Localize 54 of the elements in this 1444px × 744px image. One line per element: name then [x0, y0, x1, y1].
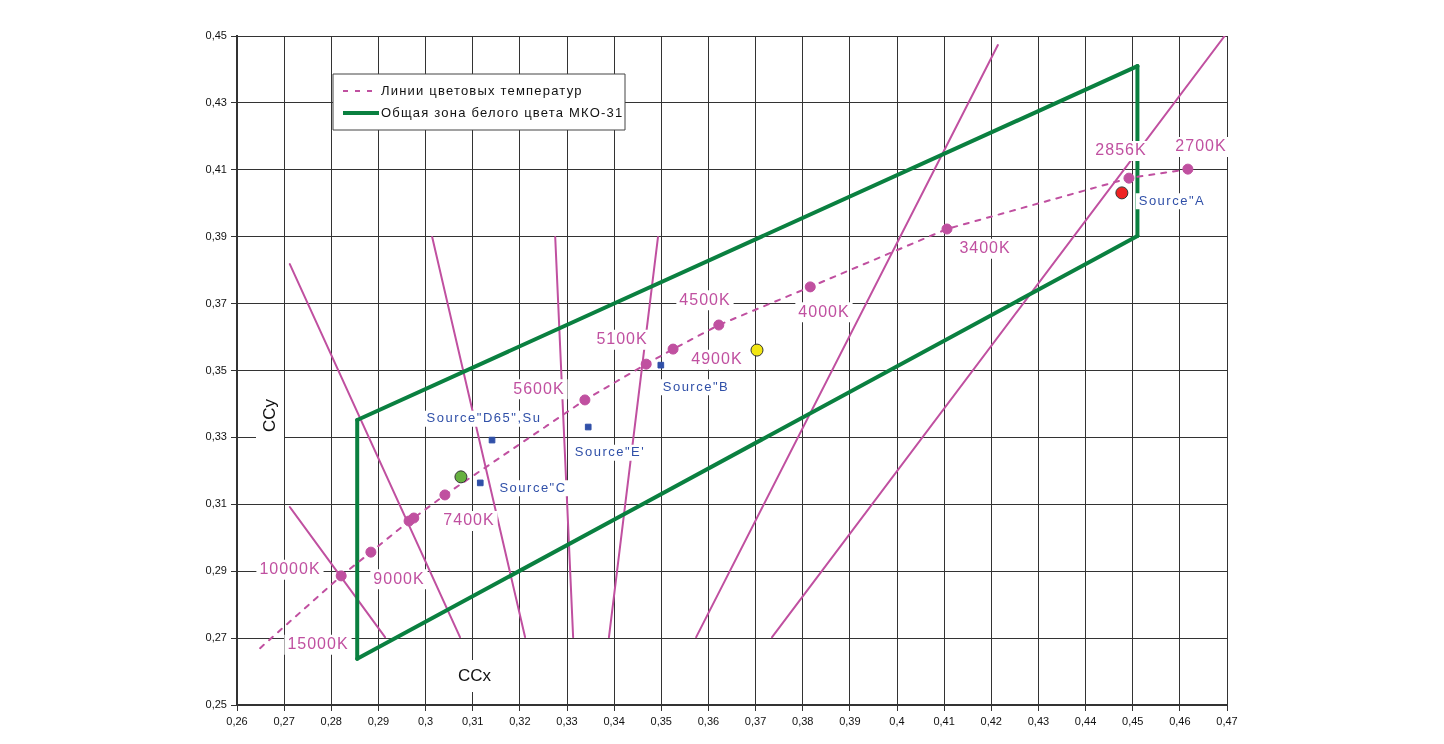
x-tick-label: 0,33	[556, 714, 578, 727]
annotation: 2700K	[1175, 137, 1227, 155]
x-tick-label: 0,38	[792, 714, 814, 727]
y-tick-label: 0,33	[205, 430, 227, 443]
legend-label: Общая зона белого цвета МКО-31	[381, 104, 624, 120]
annotation: Source"E'	[574, 444, 646, 460]
x-tick-label: 0,47	[1216, 714, 1238, 727]
x-tick-label: 0,39	[839, 714, 861, 727]
y-tick-label: 0,35	[205, 363, 227, 376]
y-axis-title: CCy	[259, 398, 279, 433]
x-tick-label: 0,45	[1122, 714, 1144, 727]
annotation: 5600K	[513, 379, 565, 397]
x-tick-label: 0,29	[367, 714, 390, 727]
x-tick-label: 0,46	[1169, 714, 1191, 727]
annotation: Source"D65",Su	[426, 410, 542, 426]
y-tick-label: 0,29	[205, 564, 227, 577]
annotation: Source"B	[662, 378, 730, 394]
annotation: Source"C	[499, 479, 567, 495]
y-tick-label: 0,31	[205, 497, 227, 510]
y-tick-label: 0,43	[205, 95, 227, 108]
x-tick-label: 0,43	[1027, 714, 1050, 727]
y-tick-label: 0,39	[205, 229, 227, 242]
x-tick-label: 0,32	[509, 714, 531, 727]
annotation: 5100K	[596, 330, 648, 348]
annotation: Source"A	[1138, 192, 1206, 208]
y-tick-label: 0,45	[205, 29, 227, 42]
x-tick-label: 0,3	[417, 714, 434, 727]
x-tick-label: 0,28	[320, 714, 342, 727]
x-tick-label: 0,37	[744, 714, 767, 727]
x-tick-label: 0,35	[650, 714, 672, 727]
y-tick-label: 0,41	[205, 162, 227, 175]
x-tick-label: 0,42	[980, 714, 1002, 727]
annotation: 10000K	[259, 560, 321, 578]
annotation: 15000K	[287, 635, 349, 653]
x-tick-label: 0,27	[273, 714, 295, 727]
x-tick-label: 0,36	[697, 714, 720, 727]
annotation: 4000K	[798, 302, 850, 320]
y-tick-label: 0,25	[205, 698, 227, 711]
x-axis-title: CCx	[458, 665, 492, 685]
annotation: 9000K	[373, 569, 425, 587]
y-tick-label: 0,27	[205, 631, 227, 644]
annotation: 4500K	[679, 290, 731, 308]
x-tick-label: 0,34	[603, 714, 625, 727]
x-tick-label: 0,44	[1074, 714, 1097, 727]
annotation: 7400K	[443, 511, 495, 529]
annotation: 2856K	[1095, 141, 1147, 159]
annotation: 4900K	[691, 350, 743, 368]
x-tick-label: 0,4	[889, 714, 905, 727]
x-tick-label: 0,26	[226, 714, 248, 727]
legend-label: Линии цветовых температур	[381, 82, 583, 98]
x-tick-label: 0,31	[462, 714, 484, 727]
annotation: 3400K	[959, 239, 1011, 257]
x-tick-label: 0,41	[933, 714, 955, 727]
y-tick-label: 0,37	[205, 296, 227, 309]
